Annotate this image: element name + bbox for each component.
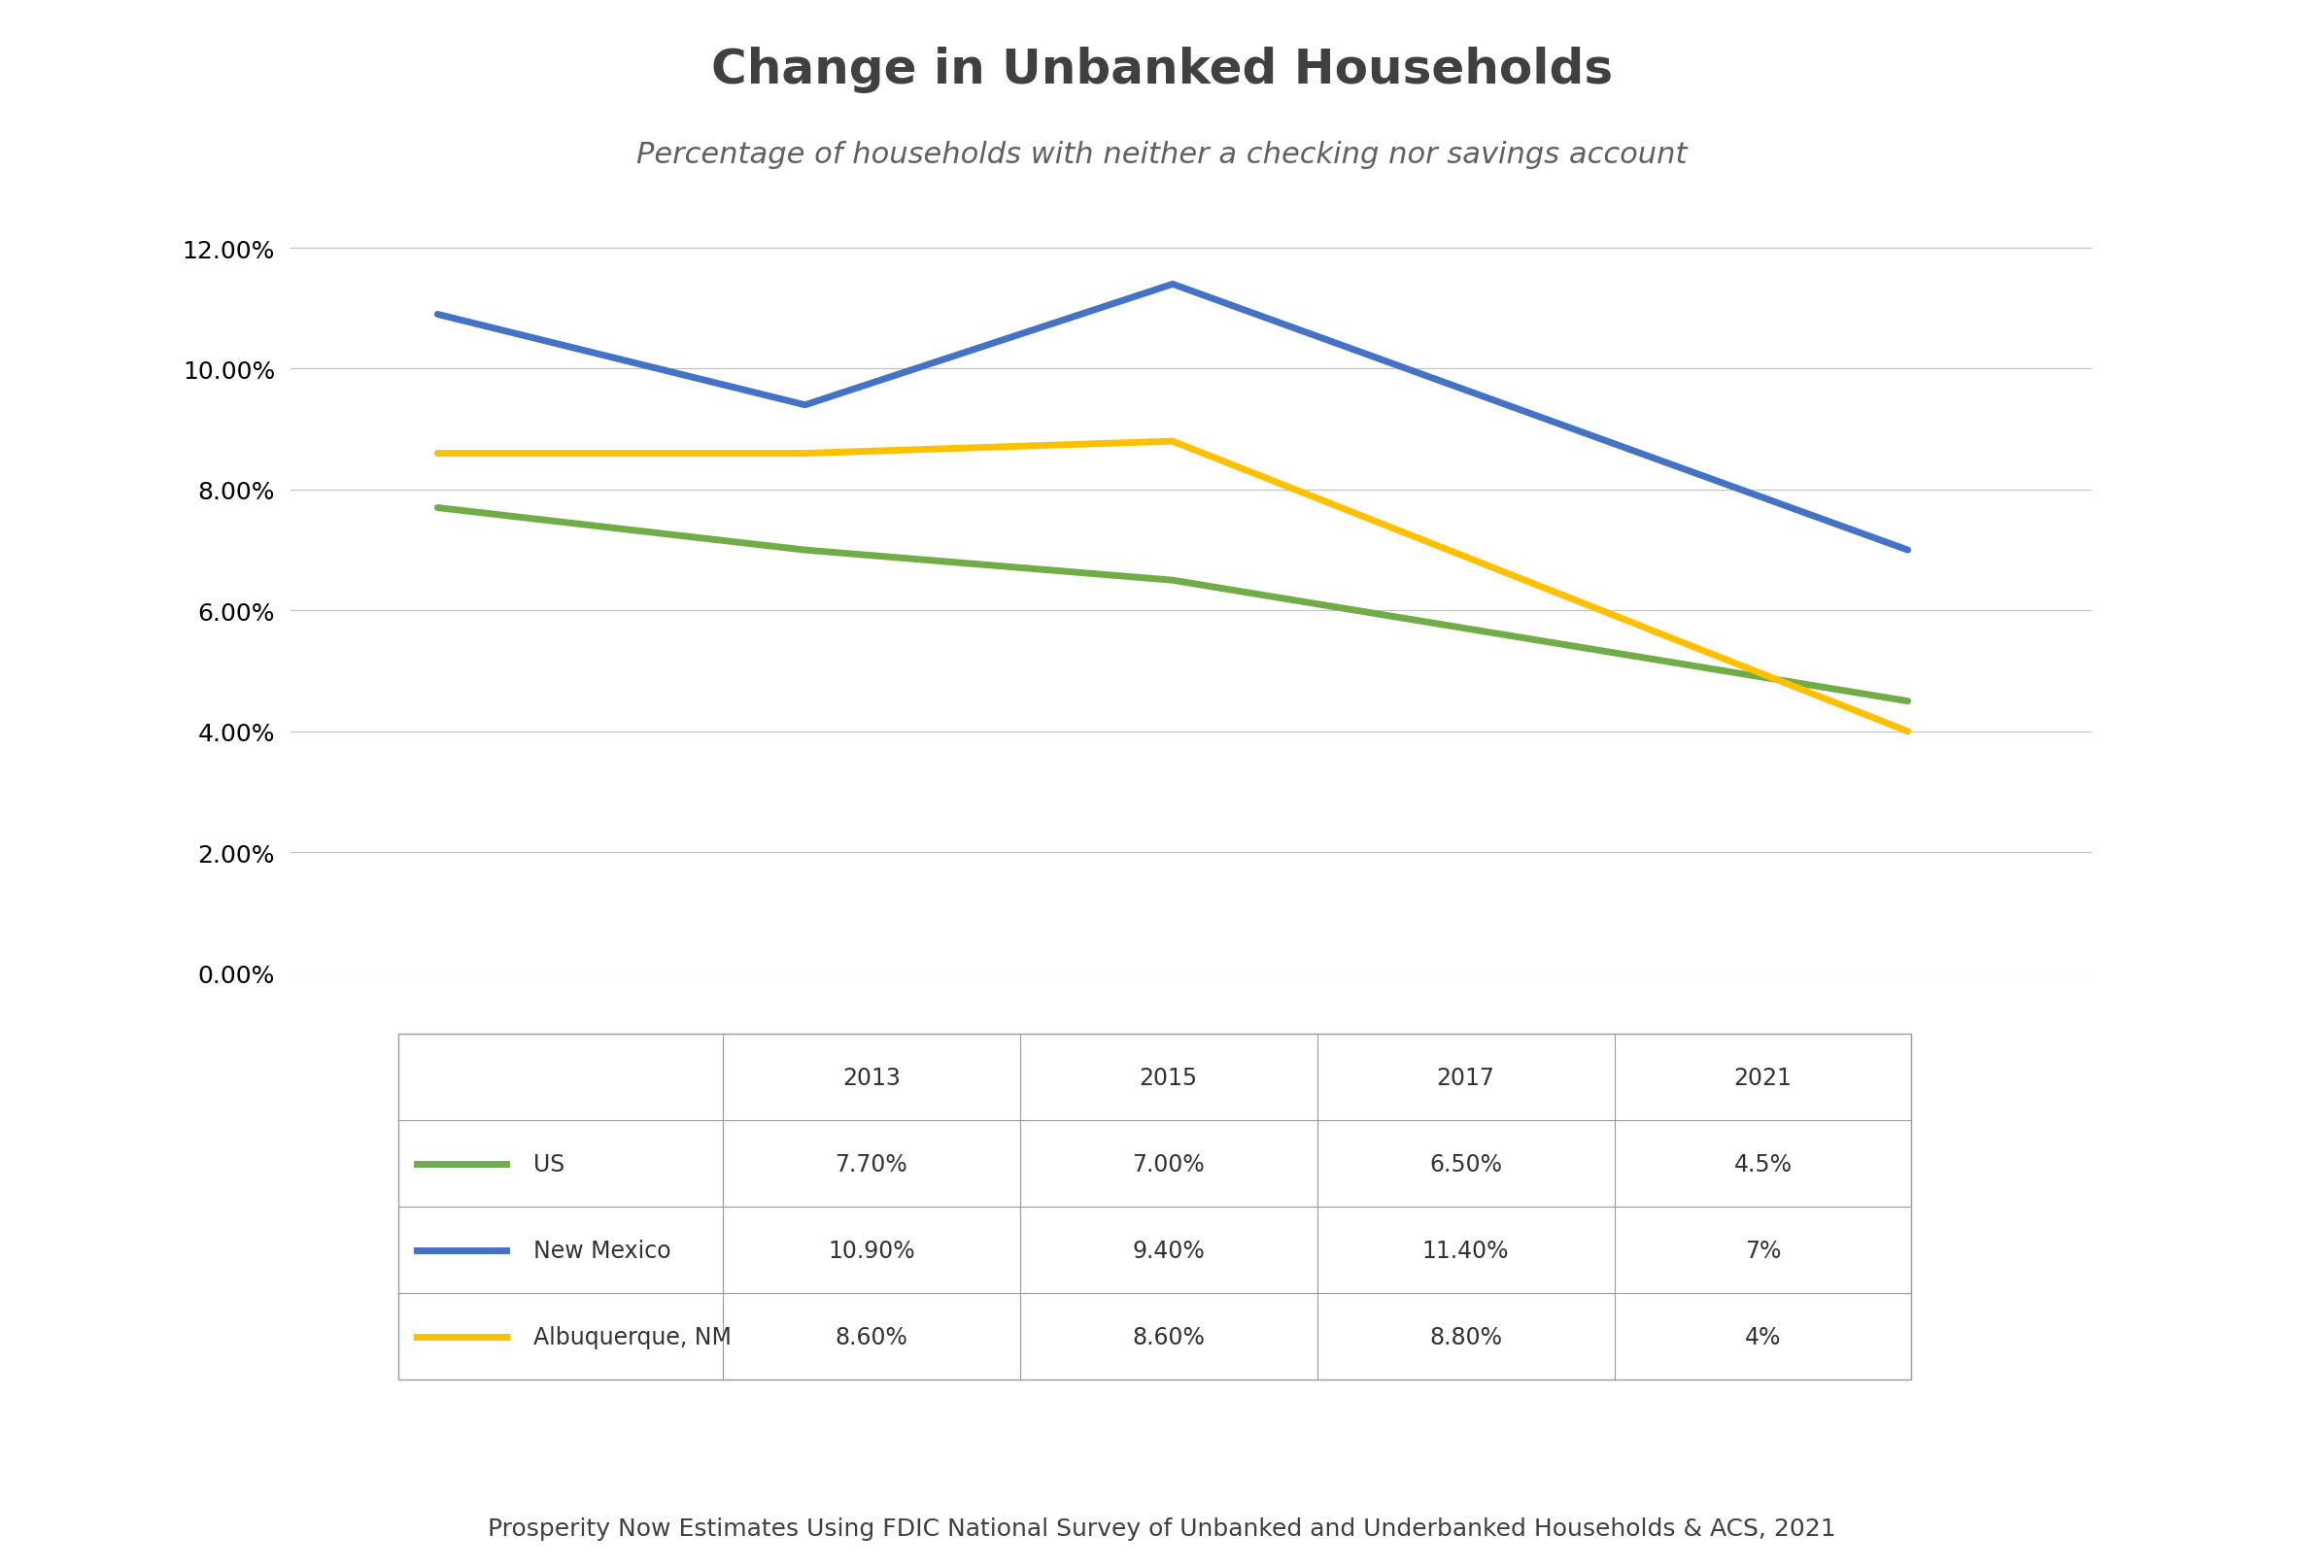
Text: 4.5%: 4.5%: [1734, 1152, 1792, 1176]
Text: 2013: 2013: [841, 1066, 899, 1090]
Text: 8.60%: 8.60%: [834, 1325, 909, 1348]
Text: 11.40%: 11.40%: [1422, 1239, 1508, 1262]
Text: 10.90%: 10.90%: [827, 1239, 916, 1262]
Text: Prosperity Now Estimates Using FDIC National Survey of Unbanked and Underbanked : Prosperity Now Estimates Using FDIC Nati…: [488, 1516, 1836, 1540]
Bar: [400, 1035, 1913, 1380]
Text: 2021: 2021: [1734, 1066, 1792, 1090]
Text: 9.40%: 9.40%: [1132, 1239, 1204, 1262]
Text: New Mexico: New Mexico: [535, 1239, 672, 1262]
Text: 7.00%: 7.00%: [1132, 1152, 1204, 1176]
Text: 8.60%: 8.60%: [1132, 1325, 1204, 1348]
Text: 7%: 7%: [1745, 1239, 1780, 1262]
Text: Change in Unbanked Households: Change in Unbanked Households: [711, 47, 1613, 94]
Text: Albuquerque, NM: Albuquerque, NM: [535, 1325, 732, 1348]
Text: 4%: 4%: [1745, 1325, 1780, 1348]
Text: Percentage of households with neither a checking nor savings account: Percentage of households with neither a …: [637, 141, 1687, 169]
Text: 6.50%: 6.50%: [1429, 1152, 1501, 1176]
Text: 7.70%: 7.70%: [834, 1152, 909, 1176]
Text: 2017: 2017: [1436, 1066, 1494, 1090]
Text: 2015: 2015: [1139, 1066, 1197, 1090]
Text: 8.80%: 8.80%: [1429, 1325, 1501, 1348]
Text: US: US: [535, 1152, 565, 1176]
